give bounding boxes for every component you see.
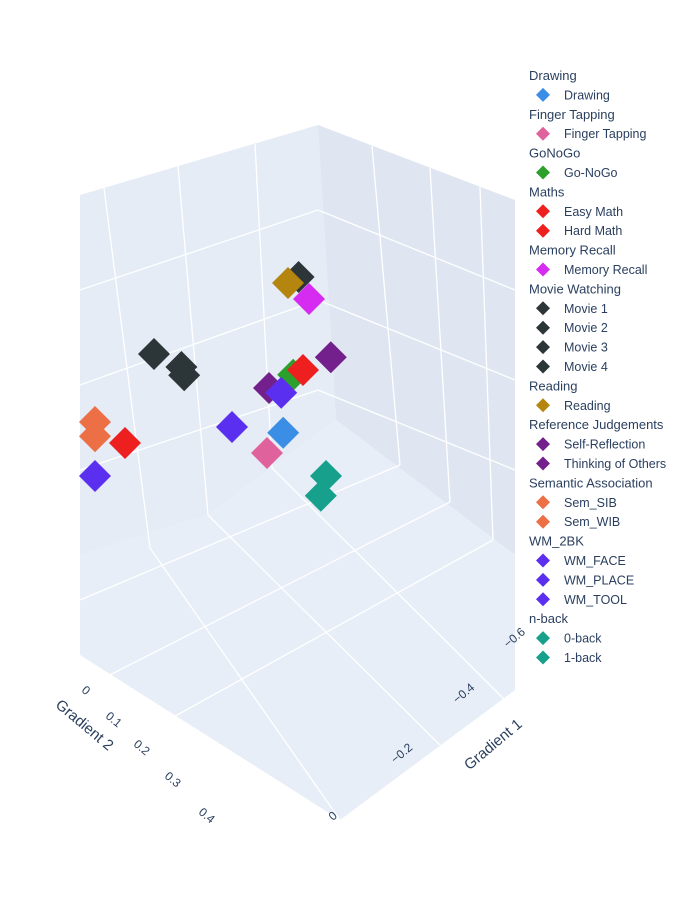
legend-item-label[interactable]: WM_FACE: [564, 554, 626, 568]
legend-item-label[interactable]: 0-back: [564, 632, 602, 646]
data-point-memory-recall[interactable]: [293, 283, 325, 315]
legend-marker-diamond[interactable]: [536, 650, 550, 665]
data-point-hard-math[interactable]: [109, 427, 141, 459]
y-tick-label: 0.4: [196, 805, 218, 827]
y-tick-label: 0.3: [162, 769, 184, 791]
legend-item-label[interactable]: WM_PLACE: [564, 573, 634, 587]
legend-item-label[interactable]: Memory Recall: [564, 263, 647, 277]
legend-item-label[interactable]: Movie 3: [564, 341, 608, 355]
data-point-finger-tapping[interactable]: [251, 437, 283, 469]
legend-group-title: n-back: [529, 611, 569, 626]
legend-marker-diamond[interactable]: [536, 456, 550, 471]
legend-group-title: Semantic Association: [529, 475, 653, 490]
data-markers: [79, 261, 347, 512]
legend-item-label[interactable]: Finger Tapping: [564, 127, 647, 141]
data-point-wm-face[interactable]: [79, 460, 111, 492]
legend-item-label[interactable]: 1-back: [564, 651, 602, 665]
legend-group-title: Reading: [529, 378, 577, 393]
legend-marker-diamond[interactable]: [536, 340, 550, 355]
legend-marker-diamond[interactable]: [536, 398, 550, 413]
data-point-movie-1[interactable]: [138, 338, 170, 370]
legend-marker-diamond[interactable]: [536, 514, 550, 529]
legend-group-title: WM_2BK: [529, 534, 584, 549]
data-point-wm-tool[interactable]: [265, 376, 298, 409]
data-point-wm-place[interactable]: [216, 411, 248, 443]
data-point-movie-4[interactable]: [165, 351, 198, 383]
x-axis-title: Gradient 1: [461, 716, 526, 774]
legend-item-label[interactable]: Reading: [564, 399, 611, 413]
floor-pane: [80, 420, 515, 820]
legend-marker-diamond[interactable]: [536, 572, 550, 587]
legend-marker-diamond[interactable]: [536, 223, 550, 238]
legend-marker-diamond[interactable]: [536, 204, 550, 219]
legend: Drawing Drawing Finger Tapping Finger Tappi…: [529, 68, 666, 665]
legend-marker-diamond[interactable]: [536, 495, 550, 510]
legend-group-title: Finger Tapping: [529, 107, 615, 122]
y-axis-title: Gradient 2: [52, 696, 117, 754]
legend-marker-diamond[interactable]: [536, 165, 550, 180]
data-point-sem-wib[interactable]: [79, 420, 111, 453]
legend-item-label[interactable]: Sem_SIB: [564, 496, 617, 510]
legend-marker-diamond[interactable]: [536, 437, 550, 452]
y-tick-label: 0: [79, 683, 93, 698]
data-point-easy-math[interactable]: [287, 354, 319, 386]
legend-item-label[interactable]: Movie 2: [564, 321, 608, 335]
legend-item-label[interactable]: WM_TOOL: [564, 593, 627, 607]
data-point-drawing[interactable]: [267, 416, 300, 449]
legend-group-title: Maths: [529, 184, 565, 199]
data-point-self-reflection[interactable]: [314, 341, 347, 374]
legend-item-label[interactable]: Sem_WIB: [564, 515, 620, 529]
legend-item-label[interactable]: Go-NoGo: [564, 166, 618, 180]
legend-marker-diamond[interactable]: [536, 359, 550, 374]
legend-item-label[interactable]: Self-Reflection: [564, 438, 645, 452]
legend-group-title: GoNoGo: [529, 146, 580, 161]
legend-item-label[interactable]: Movie 4: [564, 360, 608, 374]
legend-item-label[interactable]: Drawing: [564, 88, 610, 102]
legend-item-label[interactable]: Movie 1: [564, 302, 608, 316]
legend-marker-diamond[interactable]: [536, 631, 550, 646]
data-point-reading[interactable]: [272, 267, 304, 299]
legend-marker-diamond[interactable]: [536, 320, 550, 335]
legend-marker-diamond[interactable]: [536, 592, 550, 607]
legend-marker-diamond[interactable]: [536, 126, 550, 141]
legend-group-title: Drawing: [529, 68, 577, 83]
scene-panes: [80, 125, 515, 820]
legend-group-title: Movie Watching: [529, 281, 621, 296]
legend-item-label[interactable]: Easy Math: [564, 205, 623, 219]
legend-group-title: Memory Recall: [529, 243, 616, 258]
legend-group-title: Reference Judgements: [529, 417, 664, 432]
y-tick-label: 0.1: [103, 709, 125, 731]
legend-item-label[interactable]: Hard Math: [564, 224, 622, 238]
legend-marker-diamond[interactable]: [536, 262, 550, 277]
y-tick-label: 0.2: [131, 737, 153, 759]
legend-marker-diamond[interactable]: [536, 87, 550, 102]
data-point-1-back[interactable]: [310, 460, 342, 492]
legend-marker-diamond[interactable]: [536, 553, 550, 568]
legend-marker-diamond[interactable]: [536, 301, 550, 316]
legend-item-label[interactable]: Thinking of Others: [564, 457, 666, 471]
